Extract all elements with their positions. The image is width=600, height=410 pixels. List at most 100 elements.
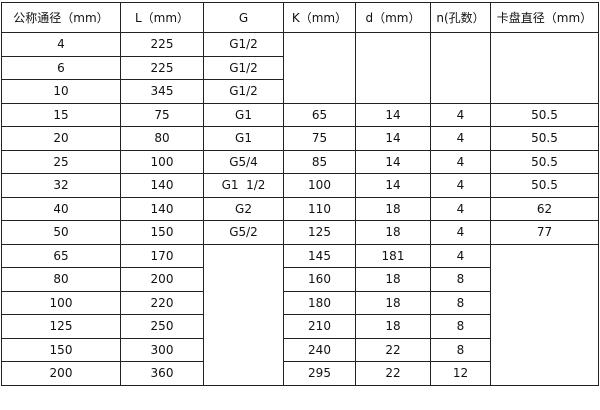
cell-d: 14 [355, 149, 431, 174]
cell-d: 14 [355, 102, 431, 127]
cell-length: 225 [120, 32, 204, 57]
cell-chuck-diameter: 50.5 [490, 149, 599, 174]
cell-hole-count: 4 [430, 196, 491, 221]
cell-chuck-diameter: 62 [490, 196, 599, 221]
table-row: 200 360 295 22 12 [1, 361, 599, 386]
table-row: 4 225 G1/2 [1, 32, 599, 104]
cell-hole-count: 4 [430, 126, 491, 151]
cell-length: 250 [120, 314, 204, 339]
cell-d [355, 32, 431, 104]
cell-k [283, 32, 356, 104]
cell-hole-count [430, 32, 491, 104]
cell-length: 225 [120, 55, 204, 80]
header-k: K（mm） [283, 2, 356, 33]
cell-length: 345 [120, 79, 204, 104]
cell-hole-count: 4 [430, 102, 491, 127]
header-length: L（mm） [120, 2, 204, 33]
cell-thread: G1/2 [203, 79, 284, 104]
cell-k: 125 [283, 220, 356, 245]
cell-length: 220 [120, 290, 204, 315]
cell-hole-count: 4 [430, 220, 491, 245]
cell-nominal-diameter: 50 [1, 220, 121, 245]
cell-thread: G1/2 [203, 32, 284, 57]
cell-length: 170 [120, 243, 204, 268]
cell-thread: G1/2 [203, 55, 284, 80]
cell-nominal-diameter: 80 [1, 267, 121, 292]
cell-chuck-diameter: 50.5 [490, 126, 599, 151]
cell-d: 14 [355, 126, 431, 151]
cell-nominal-diameter: 100 [1, 290, 121, 315]
table-row: 100 220 180 18 8 [1, 290, 599, 315]
cell-length: 75 [120, 102, 204, 127]
header-chuck-diameter: 卡盘直径（mm） [490, 2, 599, 33]
cell-k: 110 [283, 196, 356, 221]
table-row: 65 170 145 181 4 [1, 243, 599, 386]
cell-hole-count: 4 [430, 149, 491, 174]
cell-d: 18 [355, 314, 431, 339]
header-row: 公称通径（mm） L（mm） G K（mm） d（mm） n(孔数） 卡盘直径（mm） [1, 2, 599, 33]
cell-nominal-diameter: 40 [1, 196, 121, 221]
cell-d: 22 [355, 337, 431, 362]
cell-thread: G5/4 [203, 149, 284, 174]
table-row: 150 300 240 22 8 [1, 337, 599, 362]
header-hole-count: n(孔数） [430, 2, 491, 33]
cell-nominal-diameter: 150 [1, 337, 121, 362]
header-thread: G [203, 2, 284, 33]
cell-d: 18 [355, 196, 431, 221]
cell-hole-count: 12 [430, 361, 491, 386]
cell-length: 200 [120, 267, 204, 292]
table-row: 6 225 G1/2 [1, 55, 599, 80]
cell-thread [203, 243, 284, 386]
table-row: 15 75 G1 65 14 4 50.5 [1, 102, 599, 127]
cell-thread: G5/2 [203, 220, 284, 245]
cell-nominal-diameter: 125 [1, 314, 121, 339]
cell-k: 180 [283, 290, 356, 315]
cell-k: 85 [283, 149, 356, 174]
cell-hole-count: 8 [430, 314, 491, 339]
cell-chuck-diameter [490, 32, 599, 104]
cell-d: 22 [355, 361, 431, 386]
cell-chuck-diameter [490, 243, 599, 386]
cell-length: 150 [120, 220, 204, 245]
header-nominal-diameter: 公称通径（mm） [1, 2, 121, 33]
cell-nominal-diameter: 200 [1, 361, 121, 386]
cell-thread: G2 [203, 196, 284, 221]
cell-chuck-diameter: 50.5 [490, 102, 599, 127]
cell-k: 65 [283, 102, 356, 127]
cell-thread: G1 1/2 [203, 173, 284, 198]
cell-nominal-diameter: 65 [1, 243, 121, 268]
cell-k: 210 [283, 314, 356, 339]
cell-thread: G1 [203, 126, 284, 151]
cell-d: 18 [355, 290, 431, 315]
cell-length: 80 [120, 126, 204, 151]
cell-nominal-diameter: 4 [1, 32, 121, 57]
table-row: 10 345 G1/2 [1, 79, 599, 104]
cell-thread: G1 [203, 102, 284, 127]
table-row: 80 200 160 18 8 [1, 267, 599, 292]
cell-d: 18 [355, 267, 431, 292]
cell-chuck-diameter: 50.5 [490, 173, 599, 198]
cell-nominal-diameter: 20 [1, 126, 121, 151]
cell-length: 360 [120, 361, 204, 386]
header-d: d（mm） [355, 2, 431, 33]
cell-hole-count: 8 [430, 337, 491, 362]
cell-nominal-diameter: 10 [1, 79, 121, 104]
cell-nominal-diameter: 6 [1, 55, 121, 80]
cell-d: 14 [355, 173, 431, 198]
cell-k: 240 [283, 337, 356, 362]
table-row: 50 150 G5/2 125 18 4 77 [1, 220, 599, 245]
cell-chuck-diameter: 77 [490, 220, 599, 245]
table-row: 25 100 G5/4 85 14 4 50.5 [1, 149, 599, 174]
cell-nominal-diameter: 32 [1, 173, 121, 198]
cell-d: 18 [355, 220, 431, 245]
cell-k: 100 [283, 173, 356, 198]
cell-nominal-diameter: 25 [1, 149, 121, 174]
table-row: 40 140 G2 110 18 4 62 [1, 196, 599, 221]
cell-hole-count: 4 [430, 173, 491, 198]
cell-k: 160 [283, 267, 356, 292]
cell-length: 100 [120, 149, 204, 174]
cell-length: 140 [120, 196, 204, 221]
cell-length: 140 [120, 173, 204, 198]
cell-k: 75 [283, 126, 356, 151]
